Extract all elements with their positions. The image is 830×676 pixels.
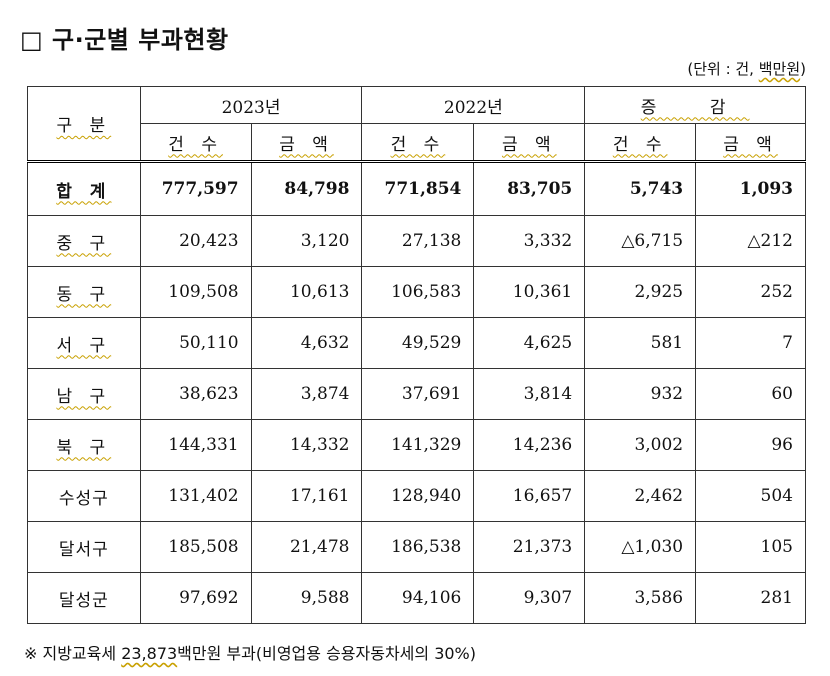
header-amount: 금 액	[250, 123, 363, 162]
table-row: 북 구 144,331 14,332 141,329 14,236 3,002 96	[27, 419, 806, 471]
table-cell: 83,705	[473, 160, 586, 216]
table-cell: 5,743	[584, 160, 697, 216]
table-cell: △6,715	[584, 215, 697, 267]
table-cell: 281	[695, 572, 806, 624]
table-cell: 7	[695, 317, 806, 369]
total-row: 합 계 777,597 84,798 771,854 83,705 5,743 1,093	[27, 160, 806, 216]
table-cell: 1,093	[695, 160, 806, 216]
table-cell: 3,332	[473, 215, 586, 267]
row-label: 남 구	[27, 368, 141, 420]
table-cell: 144,331	[139, 419, 252, 471]
header-amount: 금 액	[473, 123, 586, 162]
row-label: 달성군	[27, 572, 141, 624]
table-cell: 17,161	[250, 470, 363, 522]
table-row: 중 구 20,423 3,120 27,138 3,332 △6,715 △212	[27, 215, 806, 267]
header-count: 건 수	[361, 123, 475, 162]
row-label: 서 구	[27, 317, 141, 369]
table-cell: 4,625	[473, 317, 586, 369]
unit-money: 백만원	[758, 60, 801, 78]
table-cell: 186,538	[361, 521, 475, 573]
footnote-amount: 23,873	[121, 644, 178, 663]
header-count: 건 수	[139, 123, 252, 162]
footnote: ※ 지방교육세 23,873백만원 부과(비영업용 승용자동차세의 30%)	[24, 640, 476, 664]
row-label: 합 계	[27, 160, 141, 216]
table-cell: 9,307	[473, 572, 586, 624]
table-cell: 3,586	[584, 572, 697, 624]
table-cell: 97,692	[139, 572, 252, 624]
table-cell: △212	[695, 215, 806, 267]
table-row: 남 구 38,623 3,874 37,691 3,814 932 60	[27, 368, 806, 420]
levy-table: 구 분 2023년 2022년 증 감 건 수 금 액 건 수 금 액 건 수 …	[27, 86, 806, 624]
table-cell: 49,529	[361, 317, 475, 369]
footnote-suffix: 백만원 부과(비영업용 승용자동차세의 30%)	[177, 644, 476, 663]
table-cell: 504	[695, 470, 806, 522]
unit-prefix: (단위 : 건,	[687, 60, 759, 78]
table-cell: 14,332	[250, 419, 363, 471]
table-cell: 37,691	[361, 368, 475, 420]
row-label: 중 구	[27, 215, 141, 267]
table-cell: 94,106	[361, 572, 475, 624]
table-cell: 20,423	[139, 215, 252, 267]
header-diff: 증 감	[584, 86, 806, 124]
table-cell: 109,508	[139, 266, 252, 318]
table-cell: 9,588	[250, 572, 363, 624]
table-cell: 14,236	[473, 419, 586, 471]
table-cell: 3,814	[473, 368, 586, 420]
table-row: 달성군 97,692 9,588 94,106 9,307 3,586 281	[27, 572, 806, 624]
table-cell: 3,874	[250, 368, 363, 420]
table-cell: 2,462	[584, 470, 697, 522]
table-row: 달서구 185,508 21,478 186,538 21,373 △1,030 105	[27, 521, 806, 573]
table-cell: 777,597	[139, 160, 252, 216]
table-cell: 4,632	[250, 317, 363, 369]
header-category: 구 분	[27, 86, 141, 162]
table-cell: 10,361	[473, 266, 586, 318]
table-row: 동 구 109,508 10,613 106,583 10,361 2,925 252	[27, 266, 806, 318]
table-cell: 21,373	[473, 521, 586, 573]
table-cell: 128,940	[361, 470, 475, 522]
table-cell: 252	[695, 266, 806, 318]
table-cell: 50,110	[139, 317, 252, 369]
table-cell: 771,854	[361, 160, 475, 216]
table-cell: 21,478	[250, 521, 363, 573]
table-cell: △1,030	[584, 521, 697, 573]
row-label: 동 구	[27, 266, 141, 318]
unit-note: (단위 : 건, 백만원)	[687, 58, 806, 79]
table-cell: 2,925	[584, 266, 697, 318]
header-count: 건 수	[584, 123, 697, 162]
table-cell: 16,657	[473, 470, 586, 522]
table-cell: 3,120	[250, 215, 363, 267]
table-cell: 932	[584, 368, 697, 420]
table-cell: 38,623	[139, 368, 252, 420]
row-label: 달서구	[27, 521, 141, 573]
footnote-prefix: ※ 지방교육세	[24, 644, 122, 663]
header-amount: 금 액	[695, 123, 806, 162]
row-label: 수성구	[27, 470, 141, 522]
table-cell: 185,508	[139, 521, 252, 573]
table-cell: 27,138	[361, 215, 475, 267]
table-cell: 141,329	[361, 419, 475, 471]
table-cell: 84,798	[250, 160, 363, 216]
table-cell: 106,583	[361, 266, 475, 318]
table-cell: 10,613	[250, 266, 363, 318]
row-label: 북 구	[27, 419, 141, 471]
table-cell: 581	[584, 317, 697, 369]
table-cell: 60	[695, 368, 806, 420]
header-year-2022: 2022년	[361, 86, 586, 124]
table-cell: 105	[695, 521, 806, 573]
table-row: 서 구 50,110 4,632 49,529 4,625 581 7	[27, 317, 806, 369]
table-row: 수성구 131,402 17,161 128,940 16,657 2,462 504	[27, 470, 806, 522]
table-cell: 131,402	[139, 470, 252, 522]
table-cell: 96	[695, 419, 806, 471]
page-title: □ 구·군별 부과현황	[20, 26, 229, 54]
unit-suffix: )	[800, 60, 806, 78]
table-cell: 3,002	[584, 419, 697, 471]
header-year-2023: 2023년	[139, 86, 363, 124]
